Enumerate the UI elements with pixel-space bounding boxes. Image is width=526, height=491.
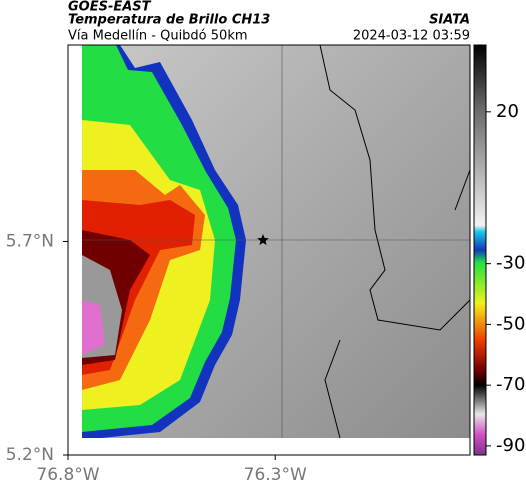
datetime: 2024-03-12 03:59 <box>353 29 470 44</box>
subtitle: Temperatura de Brillo CH13 <box>68 13 270 28</box>
title: GOES-EAST <box>68 0 152 15</box>
colorbar-tick-label: -70 <box>496 374 525 395</box>
colorbar <box>473 44 487 456</box>
colorbar-tick-label: 20 <box>496 101 519 122</box>
x-tick-label: 76.3°W <box>244 465 307 485</box>
colorbar-tick-label: -50 <box>496 313 525 334</box>
location: Vía Medellín - Quibdó 50km <box>68 29 248 44</box>
x-tick-label: 76.8°W <box>36 465 99 485</box>
city-marker <box>257 234 269 246</box>
y-tick-label: 5.2°N <box>6 445 54 465</box>
y-tick-label: 5.7°N <box>6 231 54 251</box>
colorbar-tick-label: -30 <box>496 253 525 274</box>
source: SIATA <box>429 13 470 28</box>
satellite-image <box>82 45 470 438</box>
map-frame <box>67 44 471 456</box>
colorbar-tick-label: -90 <box>496 435 525 456</box>
